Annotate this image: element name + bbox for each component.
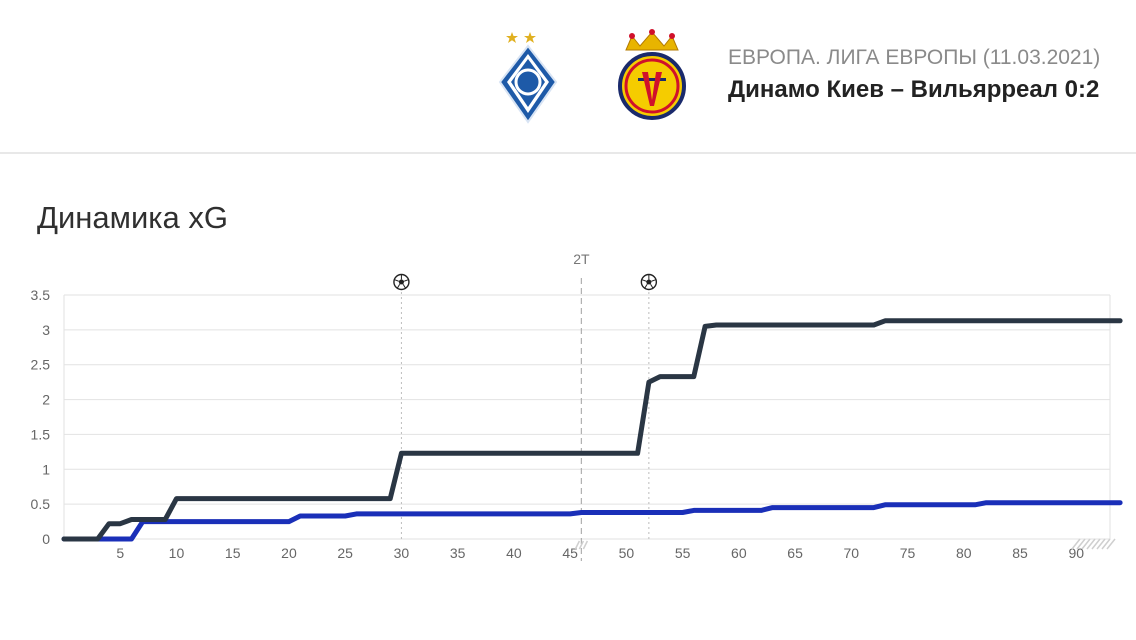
x-tick-label: 70 xyxy=(844,545,860,561)
stoppage-hatch xyxy=(1091,538,1101,550)
x-tick-label: 60 xyxy=(731,545,747,561)
match-header: ЕВРОПА. ЛИГА ЕВРОПЫ (11.03.2021) Динамо … xyxy=(0,0,1136,154)
stoppage-hatch xyxy=(1071,538,1081,550)
x-tick-label: 20 xyxy=(281,545,297,561)
x-tick-label: 35 xyxy=(450,545,466,561)
y-tick-label: 3.5 xyxy=(31,287,51,303)
x-tick-label: 90 xyxy=(1068,545,1084,561)
x-tick-label: 30 xyxy=(394,545,410,561)
soccer-ball-icon xyxy=(640,273,658,291)
y-tick-label: 3 xyxy=(42,322,50,338)
stoppage-hatch xyxy=(1106,538,1116,550)
half-time-hatch xyxy=(578,540,585,550)
x-tick-label: 15 xyxy=(225,545,241,561)
section-title: Динамика xG xyxy=(37,200,229,235)
y-tick-label: 0.5 xyxy=(31,496,51,512)
x-tick-label: 50 xyxy=(619,545,635,561)
y-tick-label: 1.5 xyxy=(31,426,51,442)
villarreal-logo xyxy=(618,29,686,120)
stoppage-hatch xyxy=(1076,538,1086,550)
half-time-label: 2Т xyxy=(573,251,590,267)
match-info: ЕВРОПА. ЛИГА ЕВРОПЫ (11.03.2021) Динамо … xyxy=(728,46,1100,104)
y-tick-label: 2.5 xyxy=(31,357,51,373)
x-tick-label: 85 xyxy=(1012,545,1028,561)
x-tick-label: 10 xyxy=(169,545,185,561)
x-tick-label: 5 xyxy=(116,545,124,561)
x-tick-label: 80 xyxy=(956,545,972,561)
y-tick-label: 1 xyxy=(42,461,50,477)
x-tick-label: 40 xyxy=(506,545,522,561)
match-score: Динамо Киев – Вильярреал 0:2 xyxy=(728,76,1100,103)
stoppage-hatch xyxy=(1096,538,1106,550)
x-tick-label: 65 xyxy=(787,545,803,561)
xg-series-line xyxy=(61,318,1123,542)
stoppage-hatch xyxy=(1081,538,1091,550)
half-time-hatch xyxy=(582,540,589,550)
stoppage-hatch xyxy=(1086,538,1096,550)
xg-series-line xyxy=(61,500,1123,542)
xg-chart: 0 0.5 1 1.5 2 2.5 3 3.5 5 10 15 20 25 30 35 40 45 50 55 60 6… xyxy=(31,251,1123,561)
x-tick-label: 25 xyxy=(337,545,353,561)
y-tick-label: 2 xyxy=(42,392,50,408)
x-tick-label: 55 xyxy=(675,545,691,561)
y-tick-label: 0 xyxy=(42,531,50,547)
x-tick-label: 75 xyxy=(900,545,916,561)
competition-label: ЕВРОПА. ЛИГА ЕВРОПЫ (11.03.2021) xyxy=(728,46,1101,69)
x-tick-label: 45 xyxy=(562,545,578,561)
soccer-ball-icon xyxy=(393,273,410,291)
stoppage-hatch xyxy=(1101,538,1111,550)
dynamo-kyiv-logo xyxy=(498,32,558,124)
half-time-hatch xyxy=(574,540,581,550)
